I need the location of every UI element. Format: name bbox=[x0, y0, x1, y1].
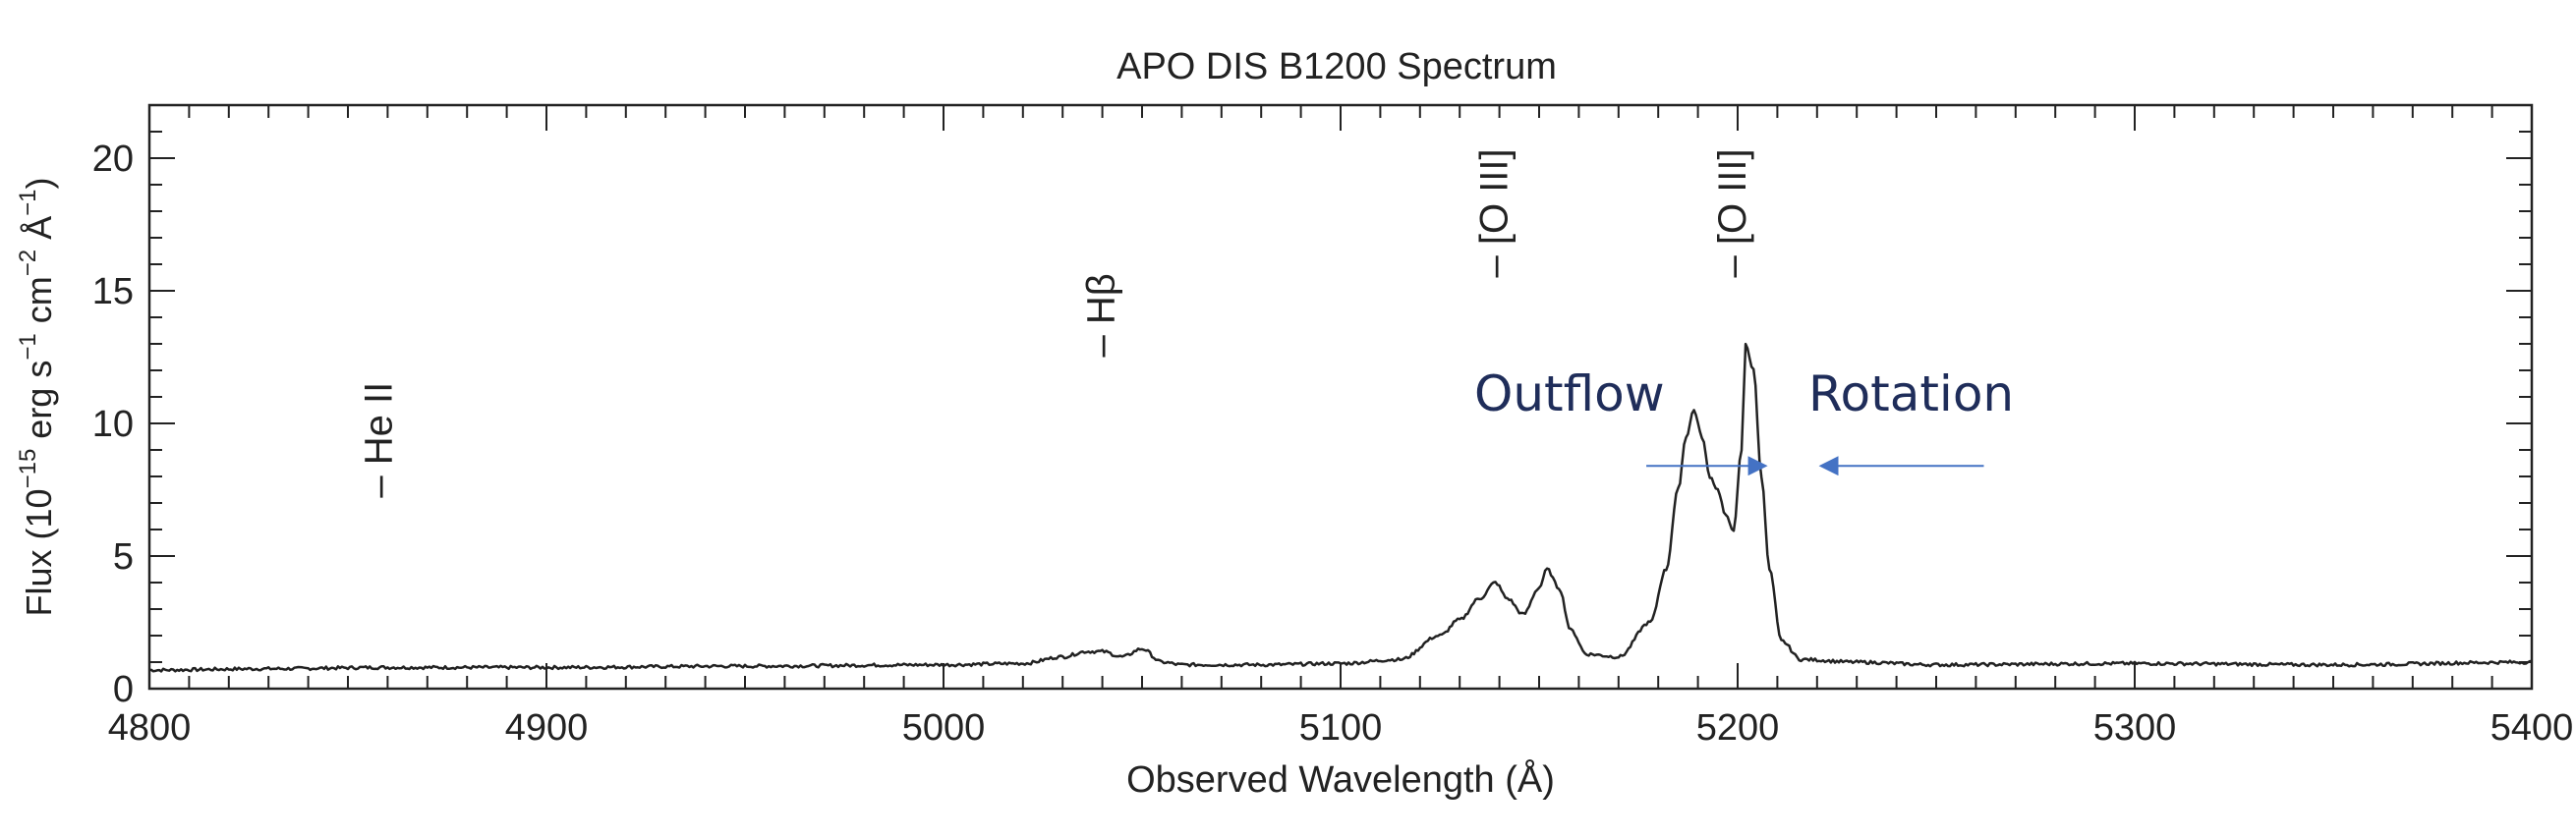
x-tick-label: 5400 bbox=[2490, 707, 2574, 749]
y-tick-label: 15 bbox=[92, 271, 134, 312]
emission-line-label: – [O III] bbox=[1711, 148, 1754, 277]
spectrum-line bbox=[148, 342, 2533, 673]
chart-title: APO DIS B1200 Spectrum bbox=[1116, 46, 1557, 87]
x-tick-label: 5100 bbox=[1299, 707, 1383, 749]
kinematic-annotations: Outflow Rotation bbox=[1474, 365, 2014, 476]
x-tick-label: 4900 bbox=[505, 707, 589, 749]
x-tick-label: 5200 bbox=[1696, 707, 1780, 749]
emission-line-label: – He II bbox=[357, 382, 400, 498]
x-axis-label: Observed Wavelength (Å) bbox=[1126, 757, 1555, 801]
annotation-label: Rotation bbox=[1808, 365, 2014, 422]
y-tick-label: 20 bbox=[92, 139, 134, 180]
axis-tick-labels: 4800 4900 5000 5100 5200 5300 5400 0 5 10 15 20 bbox=[92, 139, 2574, 749]
x-tick-label: 5300 bbox=[2093, 707, 2177, 749]
x-tick-label: 5000 bbox=[902, 707, 986, 749]
emission-line-label: – [O III] bbox=[1473, 148, 1517, 277]
emission-line-label: – Hβ bbox=[1080, 273, 1123, 357]
y-tick-label: 5 bbox=[113, 536, 134, 578]
plot-frame bbox=[147, 103, 2534, 691]
emission-line-labels: – He II – Hβ – [O III] – [O III] bbox=[357, 148, 1754, 497]
axis-ticks bbox=[148, 104, 2533, 690]
y-tick-label: 0 bbox=[113, 669, 134, 710]
annotation-label: Outflow bbox=[1474, 365, 1665, 422]
x-tick-label: 4800 bbox=[108, 707, 192, 749]
y-tick-label: 10 bbox=[92, 404, 134, 445]
y-axis-label: Flux (10−15 erg s−1 cm−2 Å−1) bbox=[15, 178, 59, 617]
